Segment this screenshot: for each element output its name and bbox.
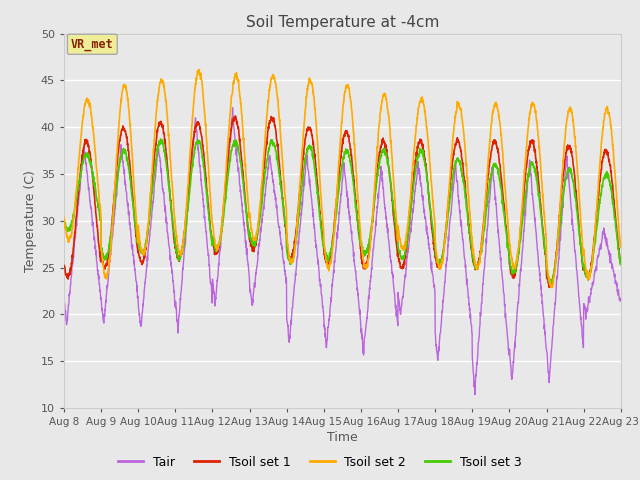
Y-axis label: Temperature (C): Temperature (C) [24,170,36,272]
Text: VR_met: VR_met [71,38,114,51]
Legend: Tair, Tsoil set 1, Tsoil set 2, Tsoil set 3: Tair, Tsoil set 1, Tsoil set 2, Tsoil se… [113,451,527,474]
X-axis label: Time: Time [327,431,358,444]
Title: Soil Temperature at -4cm: Soil Temperature at -4cm [246,15,439,30]
